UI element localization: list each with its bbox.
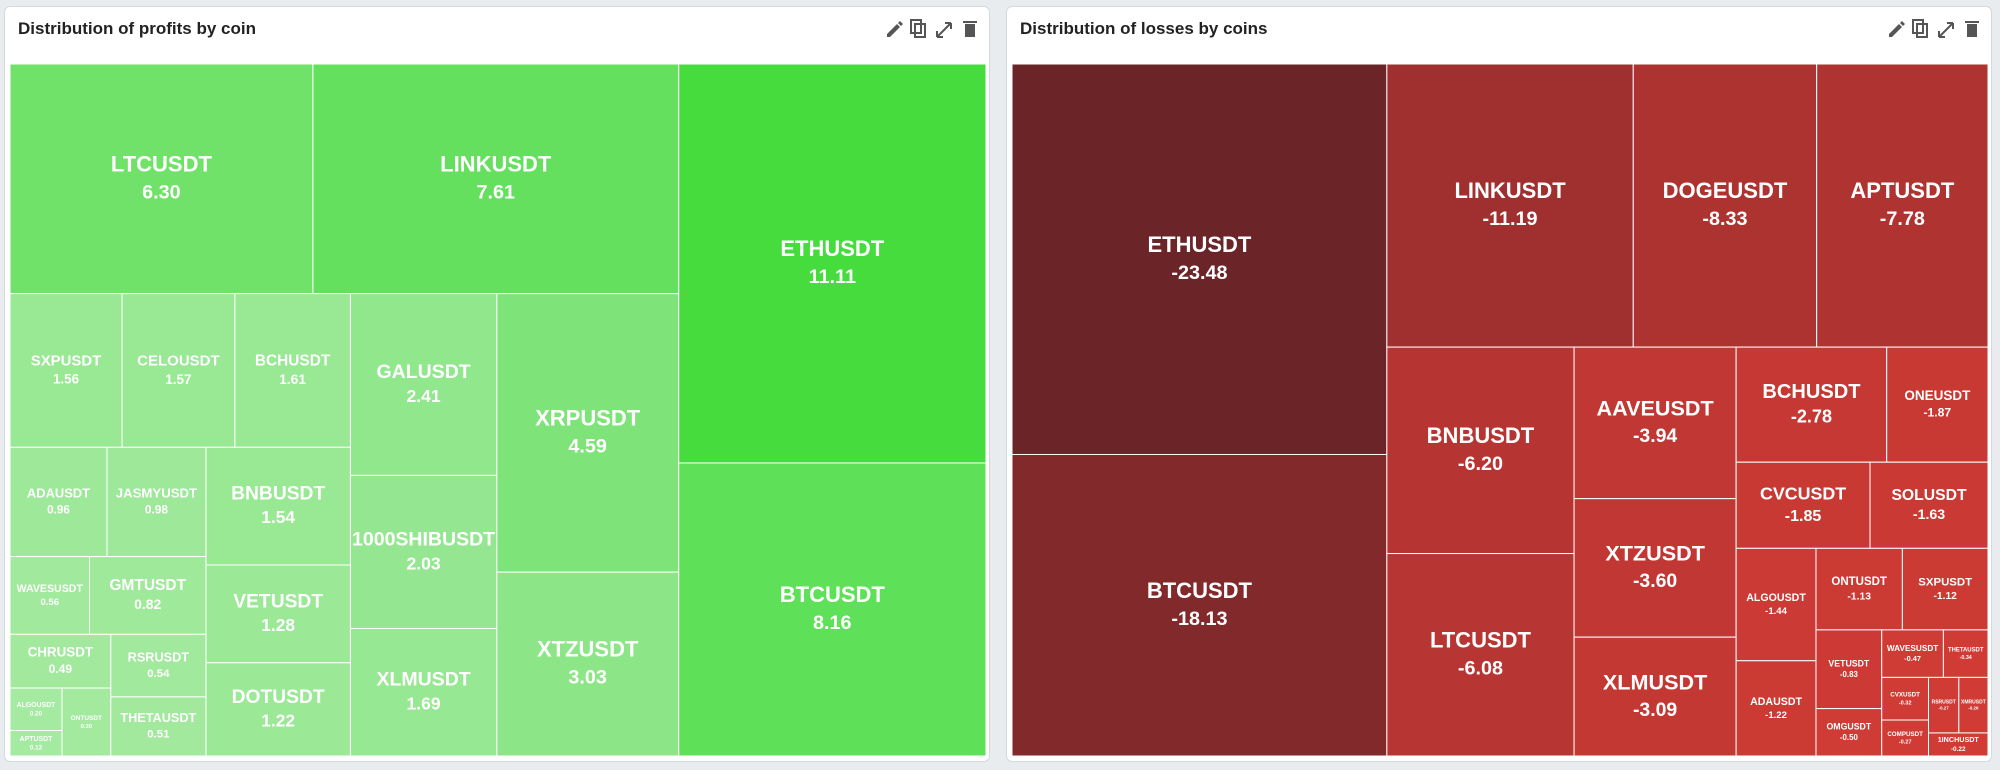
- chart-title: Distribution of profits by coin: [18, 19, 256, 38]
- panel-icons[interactable]: [885, 17, 981, 39]
- panel-icons[interactable]: [1887, 17, 1983, 39]
- panel: Distribution of profits by coin: [4, 6, 990, 762]
- panel: Distribution of losses by coins: [1006, 6, 1992, 762]
- chart-title: Distribution of losses by coins: [1020, 19, 1268, 38]
